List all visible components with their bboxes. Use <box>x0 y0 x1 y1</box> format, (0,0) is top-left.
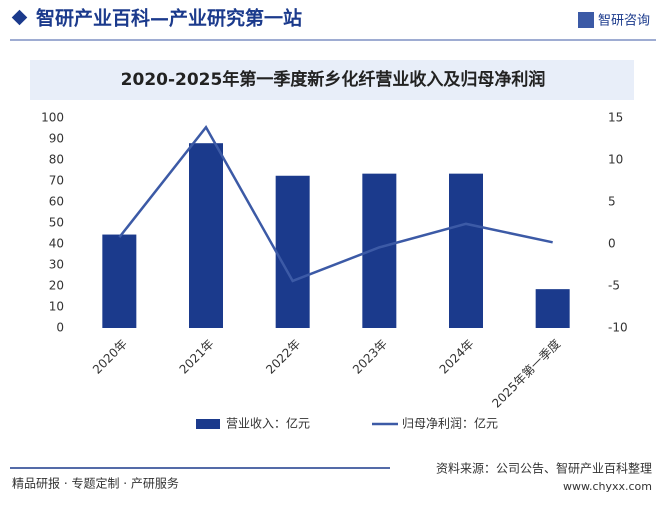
y-tick-label: 30 <box>49 258 64 272</box>
x-tick-label: 2025年第一季度 <box>489 336 564 411</box>
y-tick-label: 90 <box>49 132 64 146</box>
y2-tick-label: -10 <box>608 321 628 335</box>
x-tick-label: 2020年 <box>90 337 130 377</box>
y-tick-label: 50 <box>49 216 64 230</box>
legend-swatch <box>196 419 220 429</box>
footer-left: 精品研报 · 专题定制 · 产研服务 <box>12 476 179 491</box>
y-tick-label: 0 <box>56 321 64 335</box>
header-title: 智研产业百科—产业研究第一站 <box>36 7 302 30</box>
bar <box>275 175 310 328</box>
header-icon <box>11 9 28 26</box>
x-tick-label: 2024年 <box>437 337 477 377</box>
line <box>118 125 553 283</box>
y-tick-label: 80 <box>49 153 64 167</box>
x-tick-label: 2022年 <box>263 337 303 377</box>
logo-icon <box>578 12 594 28</box>
title-band <box>30 60 634 100</box>
footer-site: www.chyxx.com <box>563 480 652 493</box>
y-tick-label: 100 <box>41 111 64 125</box>
y-tick-label: 70 <box>49 174 64 188</box>
x-tick-label: 2021年 <box>177 337 217 377</box>
bar <box>449 173 483 328</box>
y-tick-label: 20 <box>49 279 64 293</box>
legend-label: 归母净利润：亿元 <box>402 416 498 431</box>
footer-source: 资料来源：公司公告、智研产业百科整理 <box>436 461 652 476</box>
bar <box>189 143 223 328</box>
logo-text: 智研咨询 <box>598 14 650 29</box>
x-tick-label: 2023年 <box>350 337 390 377</box>
y-tick-label: 40 <box>49 237 64 251</box>
legend-label: 营业收入：亿元 <box>226 416 310 431</box>
y2-tick-label: 10 <box>608 153 623 167</box>
y2-tick-label: 15 <box>608 111 623 125</box>
y-tick-label: 60 <box>49 195 64 209</box>
y2-tick-label: -5 <box>608 279 620 293</box>
bar <box>102 234 137 328</box>
y2-tick-label: 0 <box>608 237 616 251</box>
y2-tick-label: 5 <box>608 195 616 209</box>
bar <box>535 289 570 328</box>
y-tick-label: 10 <box>49 300 64 314</box>
chart-title: 2020-2025年第一季度新乡化纤营业收入及归母净利润 <box>121 69 546 90</box>
